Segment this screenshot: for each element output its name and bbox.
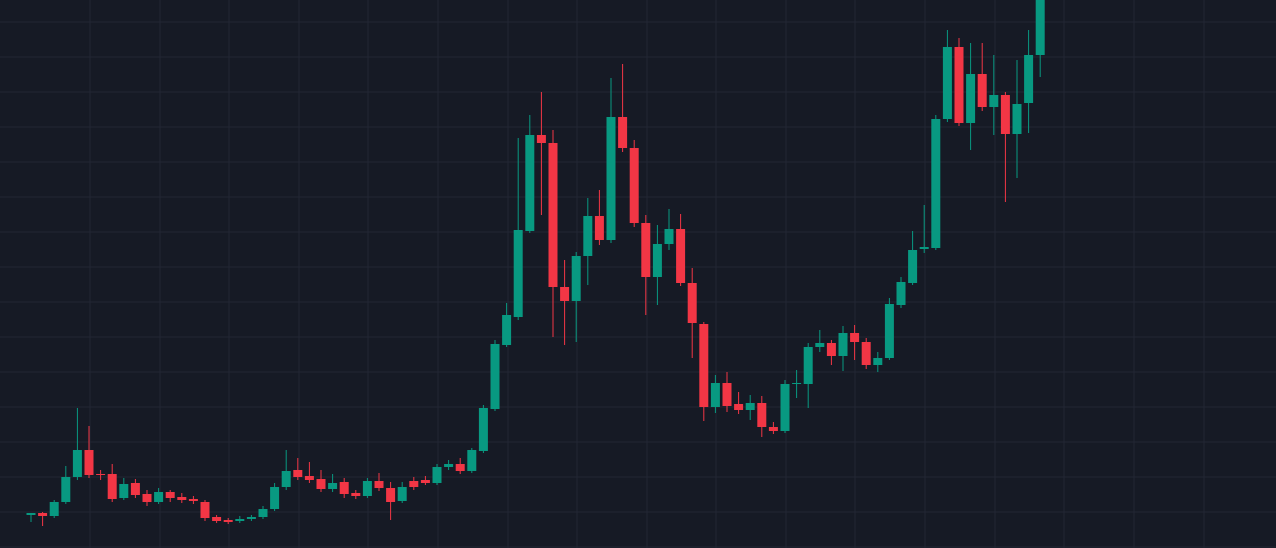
candle-body <box>966 74 976 123</box>
candle-body <box>270 487 280 509</box>
candle-body <box>641 223 651 277</box>
candle-body <box>107 474 117 499</box>
candle-body <box>583 216 593 256</box>
candle-body <box>304 476 314 480</box>
candle-body <box>560 287 570 301</box>
candle-body <box>420 480 430 483</box>
candle-body <box>374 481 384 488</box>
candle-body <box>223 520 233 522</box>
candle-body <box>328 483 338 489</box>
candle-body <box>49 502 59 516</box>
candle-body <box>38 513 48 516</box>
candle-body <box>26 513 36 515</box>
candle-body <box>455 464 465 471</box>
candle-body <box>212 517 222 521</box>
candle-body <box>525 135 535 231</box>
candle-body <box>606 117 616 240</box>
candle-body <box>165 492 175 498</box>
candle-body <box>919 247 929 249</box>
candle-body <box>362 481 372 496</box>
candle-body <box>96 474 106 475</box>
candle-body <box>745 403 755 410</box>
candle-body <box>84 450 94 475</box>
candle-body <box>734 404 744 410</box>
candle-body <box>1035 0 1045 55</box>
candle-body <box>989 95 999 107</box>
candle-body <box>722 383 732 406</box>
candle-body <box>908 250 918 283</box>
candle-body <box>873 358 883 365</box>
candle-body <box>339 482 349 494</box>
candle-body <box>467 450 477 471</box>
candle-body <box>1012 104 1022 134</box>
candle-body <box>154 492 164 502</box>
candle-body <box>884 304 894 358</box>
candle-body <box>61 477 71 502</box>
candle-body <box>942 47 952 119</box>
candle-body <box>548 143 558 287</box>
candle-body <box>258 509 268 517</box>
candle-body <box>409 481 419 487</box>
candle-body <box>72 450 82 477</box>
candle-body <box>490 344 500 409</box>
candle-body <box>293 470 303 477</box>
candle-body <box>351 493 361 496</box>
candle-body <box>664 229 674 244</box>
candle-body <box>861 342 871 365</box>
candle-body <box>536 135 546 143</box>
candle-body <box>432 467 442 483</box>
candle-body <box>130 483 140 495</box>
candle-body <box>235 519 245 521</box>
vertical-grid <box>89 0 1205 548</box>
candle-body <box>142 494 152 502</box>
candle-body <box>977 74 987 107</box>
candle-body <box>188 499 198 501</box>
candle-body <box>281 471 291 487</box>
candle-body <box>119 484 129 498</box>
candle-body <box>652 244 662 277</box>
candle-body <box>177 497 187 500</box>
candle-body <box>815 343 825 347</box>
candle-body <box>316 479 326 489</box>
candle-body <box>838 333 848 356</box>
candle-body <box>687 283 697 323</box>
candle-body <box>200 502 210 518</box>
candle-body <box>792 383 802 384</box>
candle-body <box>954 47 964 123</box>
candle-body <box>246 517 256 519</box>
candle-body <box>502 315 512 345</box>
candle-body <box>676 229 686 283</box>
candle-body <box>618 117 628 148</box>
candle-body <box>1000 95 1010 134</box>
candle-body <box>386 488 396 502</box>
candle-body <box>931 119 941 248</box>
candle-body <box>710 383 720 407</box>
candle-body <box>850 333 860 342</box>
candle-body <box>478 408 488 451</box>
candle-body <box>699 324 709 407</box>
candle-body <box>571 256 581 301</box>
candle-body <box>444 464 454 467</box>
candle-body <box>513 230 523 317</box>
candle-body <box>397 487 407 501</box>
candle-body <box>594 216 604 240</box>
candle-body <box>826 343 836 356</box>
candle-body <box>1024 55 1034 103</box>
candle-body <box>803 347 813 384</box>
candle-body <box>768 427 778 431</box>
candle-body <box>780 384 790 431</box>
candle-body <box>896 282 906 305</box>
candle-body <box>629 148 639 223</box>
candle-body <box>757 403 767 427</box>
